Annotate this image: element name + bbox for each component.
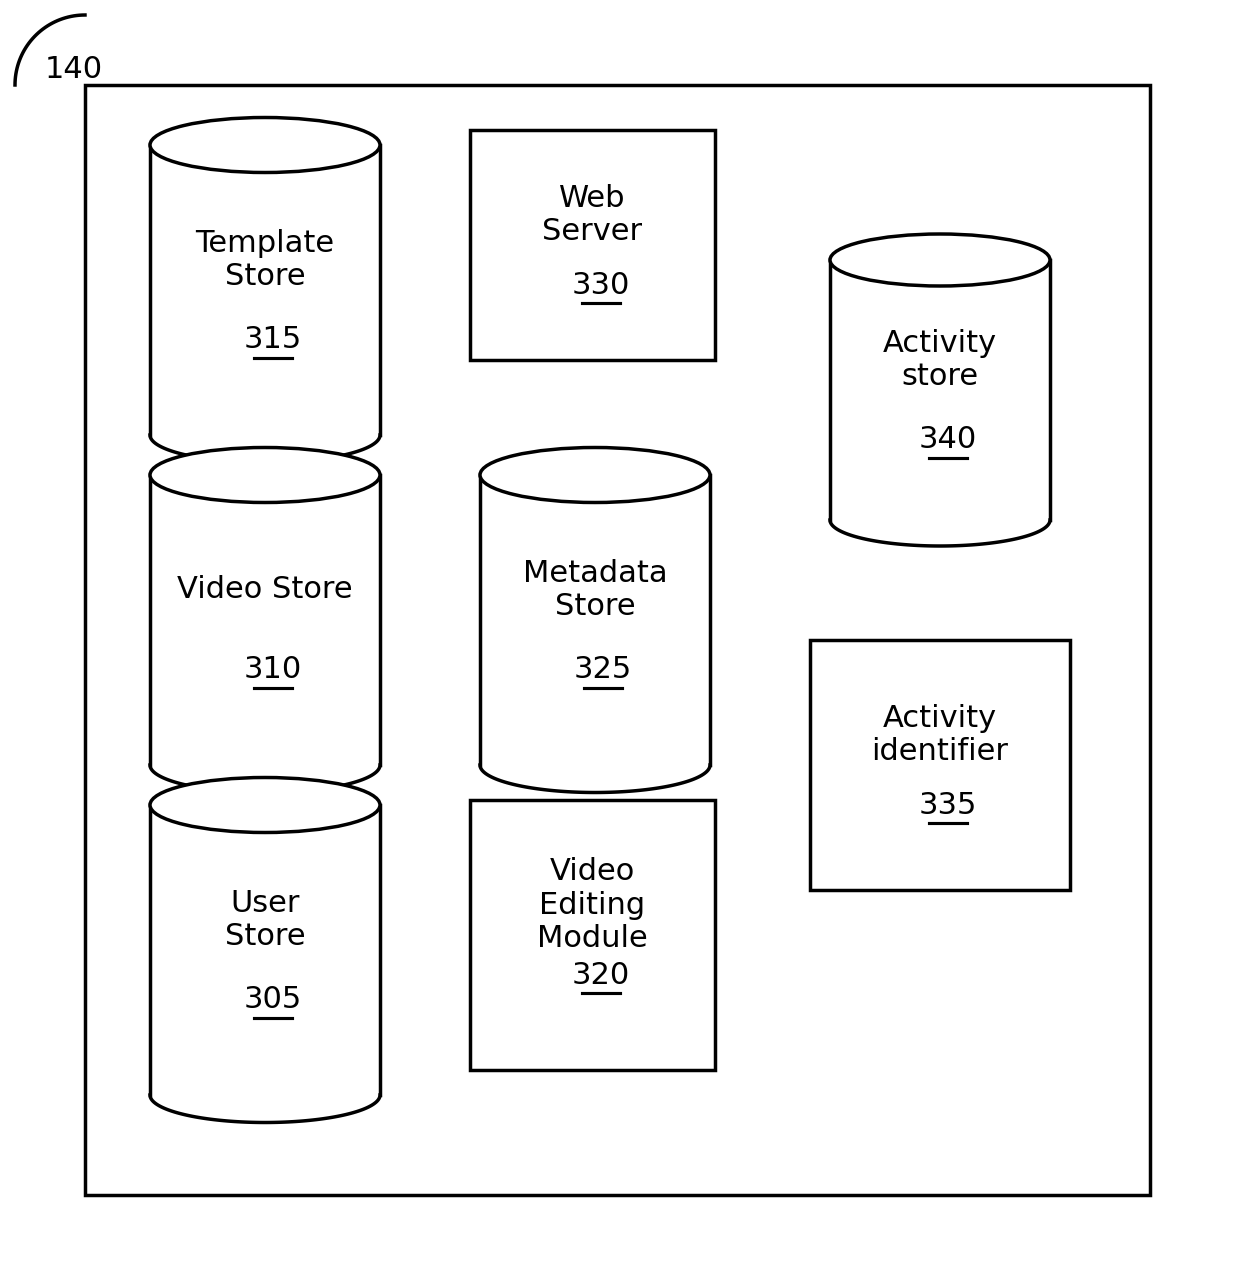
Text: 335: 335: [919, 791, 977, 820]
Bar: [480, 475, 711, 765]
Bar: [810, 641, 1070, 890]
Text: 320: 320: [572, 961, 630, 990]
Ellipse shape: [150, 447, 379, 502]
Bar: [830, 261, 1050, 520]
Bar: [150, 805, 379, 1096]
Text: Activity
store: Activity store: [883, 329, 997, 391]
Text: Metadata
Store: Metadata Store: [523, 559, 667, 622]
Bar: [470, 799, 715, 1070]
Text: 305: 305: [244, 985, 303, 1014]
Text: Web
Server: Web Server: [542, 184, 642, 247]
Text: Video
Editing
Module: Video Editing Module: [537, 857, 647, 953]
Ellipse shape: [480, 447, 711, 502]
Bar: [150, 475, 379, 765]
Text: Activity
identifier: Activity identifier: [872, 704, 1008, 766]
Text: 315: 315: [244, 325, 303, 355]
Ellipse shape: [150, 117, 379, 173]
Text: Template
Store: Template Store: [196, 229, 335, 291]
Bar: [86, 85, 1149, 1195]
Text: 330: 330: [572, 271, 630, 300]
Ellipse shape: [150, 778, 379, 833]
Text: User
Store: User Store: [224, 888, 305, 951]
Bar: [470, 130, 715, 360]
Text: 140: 140: [45, 55, 103, 84]
Text: 325: 325: [574, 656, 632, 685]
Text: 340: 340: [919, 426, 977, 455]
Text: 310: 310: [244, 656, 303, 685]
Bar: [150, 145, 379, 435]
Ellipse shape: [830, 234, 1050, 286]
Text: Video Store: Video Store: [177, 576, 353, 605]
